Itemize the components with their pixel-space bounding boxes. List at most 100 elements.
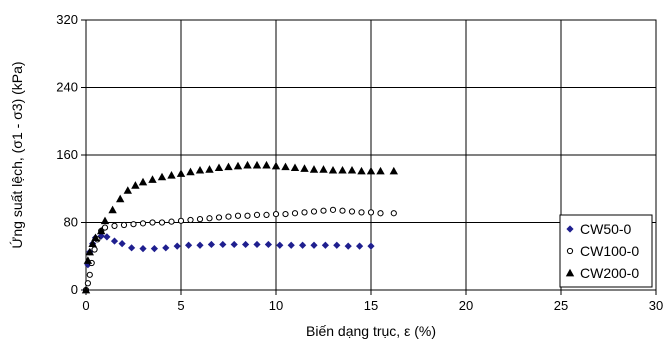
data-point — [310, 208, 318, 215]
data-point — [376, 166, 385, 175]
data-point — [101, 224, 109, 231]
data-point — [108, 205, 117, 214]
data-point — [214, 163, 224, 172]
data-point — [111, 222, 118, 229]
data-point — [158, 219, 166, 226]
data-point — [253, 211, 261, 219]
data-point — [177, 217, 185, 224]
data-point — [272, 210, 280, 218]
data-point — [290, 163, 300, 172]
data-point — [176, 169, 186, 177]
data-point — [291, 210, 299, 217]
data-point — [88, 239, 97, 247]
x-tick-label: 5 — [177, 298, 184, 313]
data-point — [91, 246, 98, 253]
data-point — [81, 285, 91, 294]
data-point — [233, 161, 243, 170]
data-point — [185, 241, 193, 249]
y-tick-label: 80 — [64, 215, 78, 230]
x-tick-label: 25 — [554, 298, 568, 313]
data-point — [91, 233, 100, 242]
data-point — [187, 216, 194, 224]
data-point — [300, 164, 309, 172]
data-point — [150, 245, 158, 253]
x-tick-label: 15 — [364, 298, 378, 313]
data-point — [390, 210, 397, 217]
data-point — [149, 219, 156, 226]
data-point — [320, 207, 327, 214]
data-point — [319, 165, 328, 173]
data-point — [205, 165, 214, 173]
data-point — [244, 212, 251, 219]
data-point — [338, 165, 347, 174]
data-point — [271, 161, 281, 170]
data-point — [357, 166, 366, 175]
data-point — [281, 162, 290, 171]
x-tick-label: 20 — [459, 298, 473, 313]
data-point — [219, 240, 227, 249]
y-tick-label: 320 — [56, 12, 78, 27]
data-point — [347, 165, 357, 174]
legend-marker — [566, 225, 574, 233]
data-point — [116, 194, 125, 203]
data-point — [138, 177, 148, 186]
data-point — [84, 280, 92, 287]
data-point — [162, 244, 170, 252]
data-point — [173, 242, 181, 250]
data-point — [367, 242, 375, 250]
data-point — [139, 220, 147, 227]
legend-box — [559, 214, 653, 288]
data-point — [224, 162, 233, 171]
legend-marker — [566, 247, 574, 255]
series-CW100-0 — [82, 206, 397, 294]
data-point — [110, 237, 119, 245]
data-point — [196, 241, 204, 249]
data-point — [168, 218, 175, 225]
data-point — [130, 221, 137, 228]
data-point — [86, 271, 93, 278]
legend-marker — [565, 268, 575, 277]
data-point — [344, 242, 352, 250]
data-point — [367, 209, 375, 216]
series-CW50-0 — [82, 232, 375, 294]
data-point — [157, 172, 167, 181]
data-point — [234, 212, 242, 219]
legend: CW50-0 CW100-0 CW200-0 — [559, 214, 653, 288]
data-point — [196, 216, 204, 223]
data-point — [301, 209, 308, 216]
x-tick-label: 0 — [82, 298, 89, 313]
data-point — [120, 221, 128, 229]
data-point — [206, 215, 213, 222]
data-point — [195, 165, 205, 174]
data-point — [276, 241, 284, 249]
legend-label: CW200-0 — [580, 265, 639, 281]
y-tick-label: 240 — [56, 80, 78, 95]
data-point — [128, 244, 136, 252]
data-point — [243, 160, 252, 169]
data-point — [131, 181, 140, 189]
x-tick-label: 30 — [649, 298, 663, 313]
data-point — [358, 209, 365, 216]
data-point — [100, 216, 110, 225]
data-point — [310, 241, 318, 249]
data-point — [186, 167, 195, 176]
data-point — [264, 240, 272, 249]
data-point — [242, 240, 250, 249]
data-marks — [81, 160, 398, 294]
data-point — [83, 256, 93, 264]
data-point — [328, 165, 338, 174]
y-tick-label: 160 — [56, 147, 78, 162]
data-point — [287, 241, 295, 249]
data-point — [253, 240, 261, 249]
data-point — [262, 160, 271, 169]
data-point — [333, 241, 341, 249]
data-point — [230, 240, 238, 249]
data-point — [207, 240, 215, 249]
tick-labels: 0 5 10 15 20 25 30 0 80 160 240 320 — [56, 12, 663, 313]
data-point — [309, 165, 319, 173]
data-point — [118, 239, 126, 248]
series-CW200-0 — [81, 160, 398, 294]
y-axis-label: Ứng suất lệch, (σ1 - σ3) (kPa) — [9, 61, 25, 248]
